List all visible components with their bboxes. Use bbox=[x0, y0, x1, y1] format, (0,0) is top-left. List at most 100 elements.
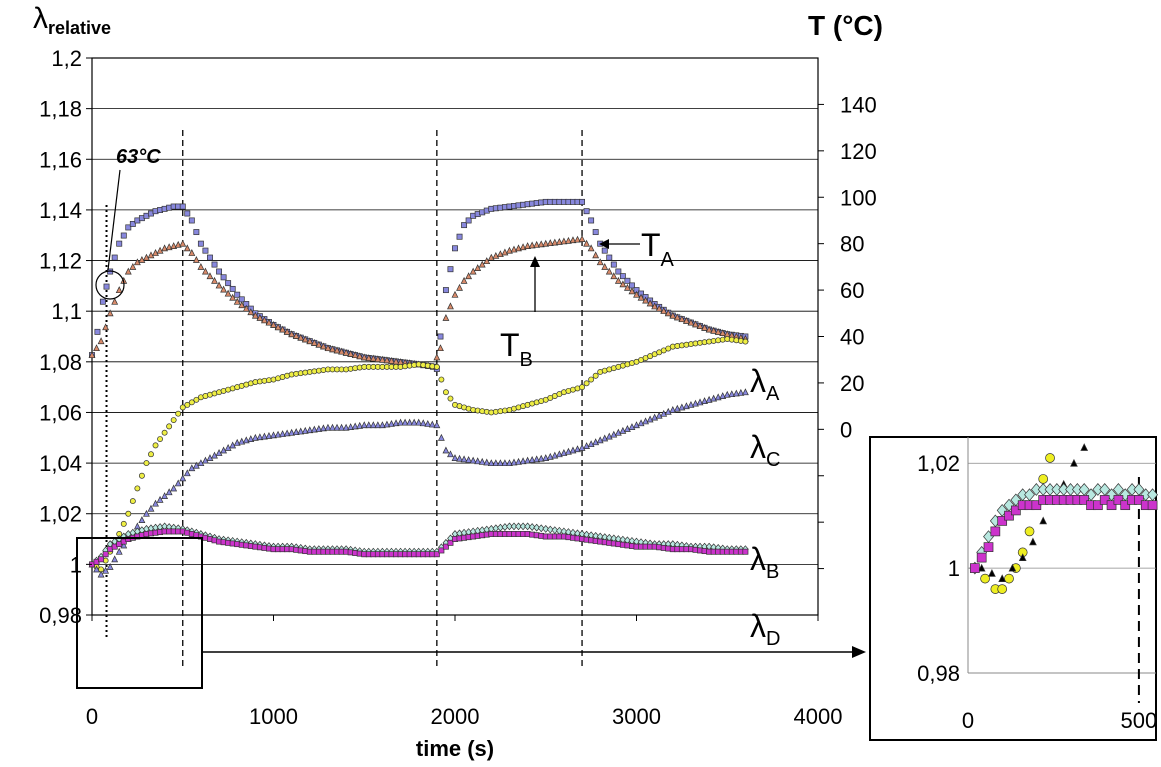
point bbox=[442, 543, 449, 550]
point bbox=[202, 267, 209, 275]
point bbox=[574, 235, 581, 243]
point bbox=[229, 441, 237, 449]
point bbox=[225, 280, 232, 287]
point bbox=[120, 541, 128, 549]
point bbox=[742, 548, 749, 555]
point bbox=[1018, 553, 1027, 561]
point bbox=[533, 455, 541, 463]
point bbox=[179, 474, 187, 482]
point bbox=[202, 247, 209, 254]
point bbox=[692, 399, 699, 407]
point bbox=[732, 389, 740, 397]
point bbox=[710, 394, 718, 402]
point bbox=[714, 327, 722, 335]
label-ta: TA bbox=[641, 227, 675, 271]
point bbox=[220, 285, 228, 293]
point bbox=[179, 203, 186, 210]
point bbox=[347, 350, 355, 357]
label-ld: λD bbox=[750, 608, 780, 650]
point bbox=[329, 423, 336, 431]
point bbox=[1039, 516, 1048, 525]
point bbox=[578, 235, 586, 242]
point bbox=[184, 210, 191, 217]
point bbox=[719, 329, 727, 336]
point bbox=[624, 277, 631, 284]
point bbox=[977, 563, 986, 572]
point bbox=[1134, 495, 1144, 505]
point bbox=[111, 254, 118, 261]
right-tick-label: 120 bbox=[840, 139, 877, 164]
point bbox=[560, 237, 568, 245]
point bbox=[438, 547, 445, 554]
point bbox=[651, 302, 659, 310]
point bbox=[229, 293, 237, 301]
point bbox=[560, 449, 568, 456]
point bbox=[106, 309, 114, 317]
point bbox=[442, 287, 449, 294]
point bbox=[292, 428, 300, 436]
point bbox=[211, 261, 218, 268]
point bbox=[605, 267, 613, 275]
left-tick-label: 1,02 bbox=[39, 502, 82, 527]
point bbox=[614, 428, 622, 436]
point bbox=[983, 542, 994, 552]
point bbox=[428, 420, 436, 428]
point bbox=[578, 443, 586, 451]
point bbox=[229, 285, 236, 292]
point bbox=[596, 258, 604, 266]
point bbox=[1008, 563, 1017, 572]
point bbox=[260, 316, 268, 324]
point bbox=[288, 330, 296, 338]
point bbox=[188, 217, 195, 224]
point bbox=[111, 297, 119, 305]
point bbox=[297, 333, 305, 341]
point bbox=[94, 328, 101, 335]
point bbox=[737, 388, 745, 396]
point bbox=[138, 516, 146, 524]
point bbox=[642, 296, 650, 304]
point bbox=[265, 431, 273, 439]
point bbox=[637, 419, 645, 427]
point bbox=[442, 389, 449, 396]
point bbox=[592, 251, 600, 259]
point bbox=[601, 434, 609, 442]
point bbox=[551, 238, 559, 246]
point bbox=[270, 431, 277, 439]
point bbox=[188, 249, 196, 256]
point bbox=[442, 446, 450, 454]
point bbox=[579, 384, 586, 391]
point bbox=[233, 438, 241, 446]
point bbox=[528, 523, 536, 531]
point bbox=[143, 509, 150, 517]
right-tick-label: 40 bbox=[840, 325, 864, 350]
point bbox=[97, 570, 105, 578]
point bbox=[192, 461, 200, 469]
point bbox=[1147, 500, 1158, 511]
point bbox=[310, 425, 318, 433]
right-tick-label: 60 bbox=[840, 278, 864, 303]
point bbox=[714, 393, 722, 401]
point bbox=[310, 338, 318, 346]
point bbox=[990, 526, 1001, 537]
point bbox=[583, 239, 591, 247]
point bbox=[555, 238, 563, 245]
point bbox=[438, 376, 445, 383]
point bbox=[669, 406, 677, 413]
point bbox=[188, 464, 196, 472]
point bbox=[515, 457, 522, 465]
point bbox=[506, 522, 513, 531]
point bbox=[447, 266, 454, 273]
point bbox=[506, 459, 513, 467]
point bbox=[728, 390, 736, 398]
point bbox=[537, 524, 545, 533]
point bbox=[238, 437, 246, 445]
left-axis-ticks: 0,98 1 1,02 1,04 1,06 1,08 1,1 1,12 1,14 1,16 1,18… bbox=[39, 46, 92, 628]
point bbox=[410, 418, 418, 426]
point bbox=[388, 419, 395, 427]
point bbox=[220, 274, 227, 281]
inset-x-tick-label: 0 bbox=[962, 708, 974, 733]
point bbox=[306, 337, 314, 345]
point bbox=[447, 302, 454, 310]
point bbox=[433, 363, 440, 370]
arrow-ta-head bbox=[599, 239, 609, 249]
